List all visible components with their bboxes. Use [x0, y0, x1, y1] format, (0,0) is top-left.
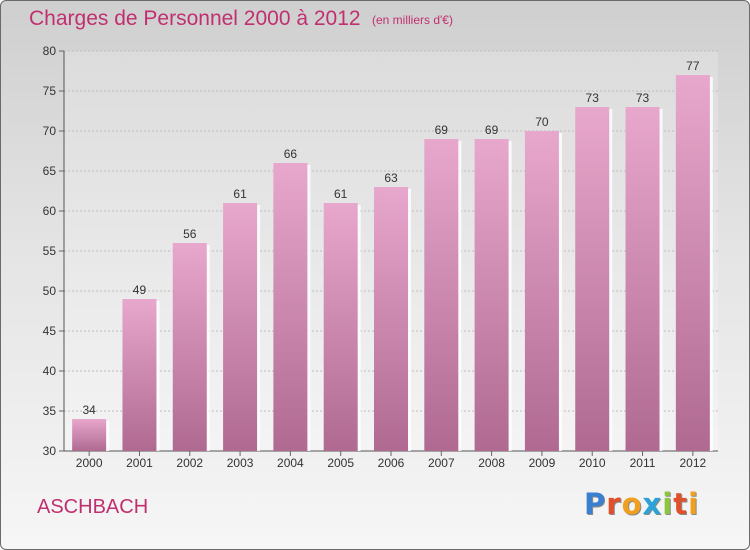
x-tick-label: 2010 — [579, 456, 606, 470]
data-label: 77 — [686, 59, 700, 73]
x-tick-label: 2004 — [277, 456, 304, 470]
x-tick-label: 2008 — [478, 456, 505, 470]
chart-title: Charges de Personnel 2000 à 2012 — [29, 7, 361, 30]
y-tick-label: 70 — [43, 124, 57, 138]
y-tick-label: 65 — [43, 164, 57, 178]
logo-letter: i — [688, 487, 700, 521]
data-label: 61 — [334, 187, 348, 201]
x-tick-label: 2012 — [679, 456, 706, 470]
chart-subtitle: (en milliers d'€) — [372, 13, 453, 27]
data-label: 63 — [384, 171, 398, 185]
y-tick-label: 35 — [43, 404, 57, 418]
bar — [223, 203, 258, 451]
y-tick-label: 80 — [43, 44, 57, 58]
data-label: 73 — [586, 91, 600, 105]
data-label: 69 — [485, 123, 499, 137]
data-label: 70 — [535, 115, 549, 129]
bar — [625, 107, 660, 451]
x-tick-label: 2002 — [176, 456, 203, 470]
bar — [374, 187, 408, 451]
logo-letter: r — [606, 487, 622, 521]
logo-letter: P — [584, 487, 607, 521]
y-tick-label: 50 — [43, 284, 57, 298]
data-label: 69 — [435, 123, 449, 137]
y-tick-label: 60 — [43, 204, 57, 218]
data-label: 34 — [82, 403, 96, 417]
bar — [575, 107, 610, 451]
bar — [273, 163, 308, 451]
bar — [524, 131, 559, 451]
x-tick-label: 2009 — [529, 456, 556, 470]
y-tick-label: 75 — [43, 84, 57, 98]
bar — [172, 243, 207, 451]
bar — [474, 139, 509, 451]
town-name: ASCHBACH — [37, 496, 149, 518]
bar — [122, 299, 157, 451]
x-tick-label: 2001 — [126, 456, 153, 470]
y-tick-label: 45 — [43, 324, 57, 338]
data-label: 66 — [284, 147, 298, 161]
logo-letter: o — [621, 487, 643, 521]
x-tick-label: 2005 — [327, 456, 354, 470]
data-label: 49 — [133, 283, 147, 297]
logo-letter: i — [662, 487, 674, 521]
logo-letter: t — [673, 487, 689, 521]
x-tick-label: 2003 — [227, 456, 254, 470]
proxiti-logo: Proxiti — [584, 487, 699, 521]
x-tick-label: 2007 — [428, 456, 455, 470]
bar — [675, 75, 710, 451]
data-label: 73 — [636, 91, 650, 105]
x-tick-label: 2006 — [378, 456, 405, 470]
y-tick-label: 40 — [43, 364, 57, 378]
bar — [424, 139, 459, 451]
x-tick-label: 2011 — [630, 456, 656, 470]
bar — [323, 203, 358, 451]
y-tick-label: 30 — [43, 444, 57, 458]
x-tick-label: 2000 — [76, 456, 103, 470]
y-tick-label: 55 — [43, 244, 57, 258]
bar — [72, 419, 107, 451]
data-label: 61 — [233, 187, 247, 201]
logo-letter: x — [642, 487, 663, 521]
data-label: 56 — [183, 227, 197, 241]
